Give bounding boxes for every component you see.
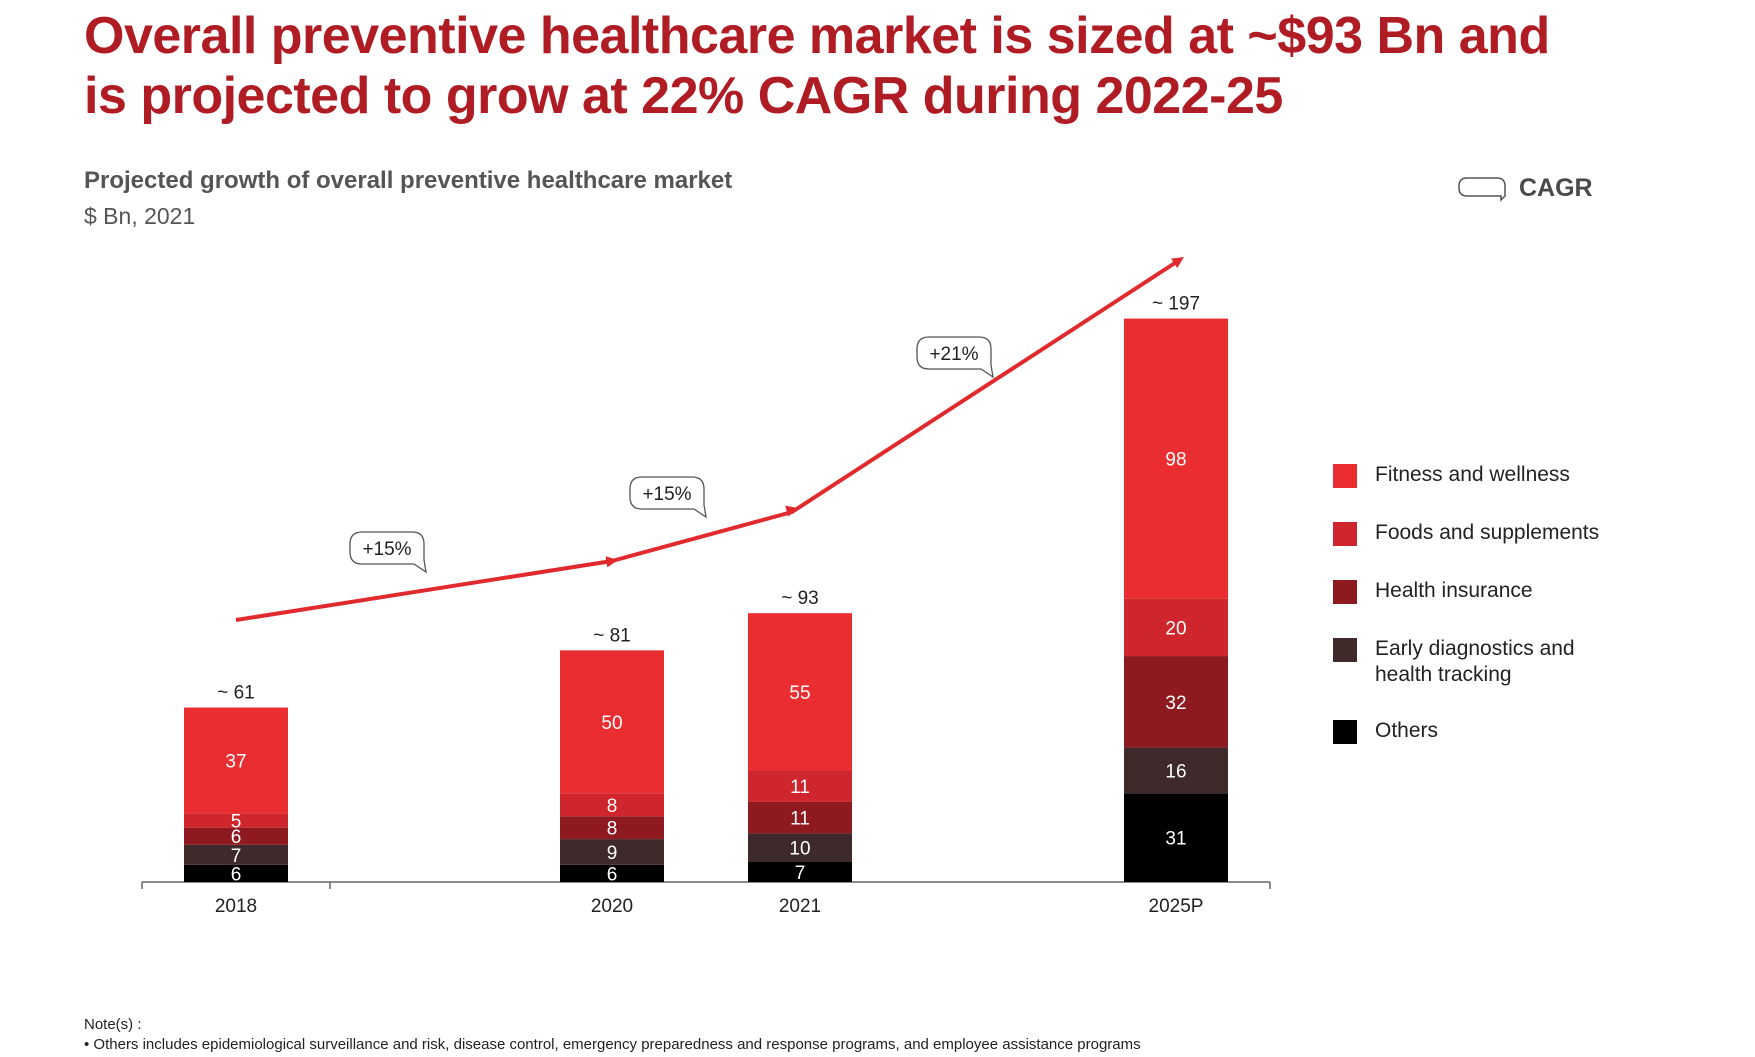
bar-segment bbox=[748, 833, 852, 862]
data-label: 32 bbox=[1165, 693, 1186, 714]
data-label: 31 bbox=[1165, 829, 1186, 850]
data-label: 11 bbox=[790, 777, 810, 798]
data-label: 16 bbox=[1165, 761, 1186, 782]
legend-item: Health insurance bbox=[1333, 578, 1635, 604]
cagr-bubble bbox=[629, 476, 707, 519]
bar-segment bbox=[184, 844, 288, 865]
cagr-legend-key: CAGR bbox=[1457, 174, 1593, 203]
x-tick-label: 2020 bbox=[591, 896, 633, 917]
legend-label: Early diagnostics and health tracking bbox=[1375, 637, 1575, 686]
legend-item: Foods and supplements bbox=[1333, 520, 1635, 546]
bar-segment bbox=[748, 770, 852, 802]
data-label: 20 bbox=[1165, 618, 1186, 639]
speech-bubble-icon bbox=[1458, 176, 1506, 202]
data-label: 55 bbox=[789, 683, 810, 704]
total-label: ~ 197 bbox=[1152, 294, 1200, 315]
data-label: 7 bbox=[795, 863, 806, 884]
legend-swatch bbox=[1333, 720, 1357, 744]
legend-swatch bbox=[1333, 464, 1357, 488]
bar-segment bbox=[184, 864, 288, 882]
notes-item: • Others includes epidemiological survei… bbox=[84, 1036, 1141, 1053]
total-label: ~ 81 bbox=[593, 625, 631, 646]
bar-segment bbox=[1124, 793, 1228, 882]
notes-heading: Note(s) : bbox=[84, 1016, 142, 1033]
bar-segment bbox=[560, 864, 664, 882]
cagr-bubble bbox=[916, 336, 994, 379]
x-tick-label: 2018 bbox=[215, 896, 257, 917]
bar-segment bbox=[560, 793, 664, 817]
bar-segment bbox=[748, 801, 852, 834]
data-label: 8 bbox=[607, 796, 618, 817]
bar-segment bbox=[748, 613, 852, 771]
cagr-bubble bbox=[349, 531, 427, 574]
data-label: 6 bbox=[231, 864, 242, 885]
data-label: 7 bbox=[231, 846, 242, 867]
legend-label: Foods and supplements bbox=[1375, 521, 1600, 544]
chart-subtitle: $ Bn, 2021 bbox=[84, 203, 196, 229]
data-label: 9 bbox=[607, 843, 618, 864]
data-label: 5 bbox=[231, 812, 242, 833]
data-label: 8 bbox=[607, 819, 618, 840]
cagr-label: +15% bbox=[642, 484, 691, 505]
legend-label: Health insurance bbox=[1375, 579, 1533, 602]
legend-label: Others bbox=[1375, 719, 1439, 742]
x-tick-label: 2021 bbox=[779, 896, 821, 917]
trend-arrowhead bbox=[605, 556, 618, 568]
legend-swatch bbox=[1333, 580, 1357, 604]
bar-segment bbox=[1124, 747, 1228, 794]
bar-segment bbox=[184, 707, 288, 814]
bar-segment bbox=[184, 813, 288, 828]
x-tick-label: 2025P bbox=[1149, 896, 1204, 917]
data-label: 11 bbox=[790, 809, 810, 830]
bar-segment bbox=[184, 827, 288, 845]
bar-segment bbox=[1124, 318, 1228, 599]
data-label: 37 bbox=[225, 751, 246, 772]
bar-segment bbox=[1124, 656, 1228, 748]
data-label: 6 bbox=[607, 864, 618, 885]
legend-swatch bbox=[1333, 522, 1357, 546]
legend-item: Others bbox=[1333, 718, 1635, 744]
data-label: 10 bbox=[789, 839, 810, 860]
bar-segment bbox=[560, 650, 664, 794]
total-label: ~ 61 bbox=[217, 683, 255, 704]
trend-arrowhead bbox=[785, 505, 798, 517]
trend-arrowhead bbox=[1171, 257, 1184, 269]
bar-segment bbox=[1124, 598, 1228, 657]
cagr-label: +15% bbox=[362, 539, 411, 560]
bar-segment bbox=[560, 816, 664, 840]
cagr-label: +21% bbox=[929, 344, 978, 365]
bar-segment bbox=[748, 861, 852, 882]
legend-swatch bbox=[1333, 638, 1357, 662]
page-title: Overall preventive healthcare market is … bbox=[84, 7, 1550, 125]
bar-segment bbox=[560, 839, 664, 865]
data-label: 6 bbox=[231, 827, 242, 848]
legend-item: Early diagnostics and health tracking bbox=[1333, 636, 1635, 688]
legend-item: Fitness and wellness bbox=[1333, 462, 1635, 488]
cagr-legend-label: CAGR bbox=[1519, 174, 1593, 202]
total-label: ~ 93 bbox=[781, 588, 819, 609]
chart-title: Projected growth of overall preventive h… bbox=[84, 167, 733, 194]
data-label: 98 bbox=[1165, 450, 1186, 471]
notes-item-text: Others includes epidemiological surveill… bbox=[93, 1036, 1141, 1053]
cagr-trend-line bbox=[235, 259, 1180, 622]
legend-label: Fitness and wellness bbox=[1375, 463, 1570, 486]
notes: Note(s) : • Others includes epidemiologi… bbox=[84, 1015, 1141, 1055]
data-label: 50 bbox=[601, 713, 622, 734]
